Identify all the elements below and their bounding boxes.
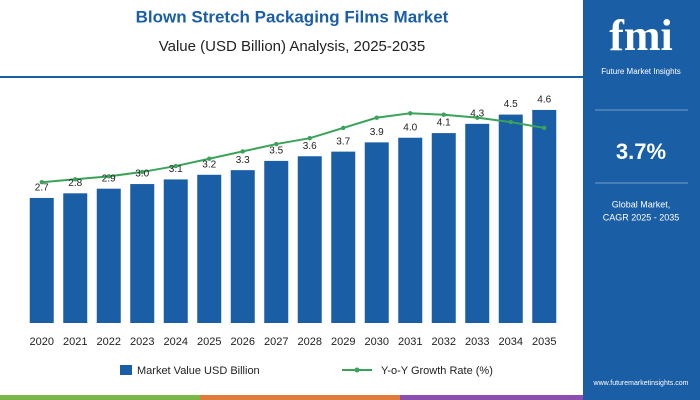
growth-point bbox=[274, 141, 279, 147]
x-tick-label: 2035 bbox=[532, 336, 556, 348]
footer-strip bbox=[400, 395, 583, 400]
bar bbox=[163, 179, 188, 323]
data-label: 4.0 bbox=[403, 122, 417, 133]
side-panel bbox=[583, 0, 700, 400]
brand: Future Market Insights bbox=[601, 67, 681, 76]
bar bbox=[431, 133, 456, 323]
legend-label: Y-o-Y Growth Rate (%) bbox=[381, 365, 493, 377]
x-tick-label: 2031 bbox=[398, 336, 422, 348]
x-tick-label: 2034 bbox=[499, 336, 523, 348]
data-label: 3.0 bbox=[135, 169, 149, 180]
data-label: 4.1 bbox=[437, 118, 451, 129]
growth-point bbox=[408, 111, 413, 116]
data-label: 4.3 bbox=[470, 108, 484, 119]
bar bbox=[532, 109, 557, 324]
footer-strip bbox=[0, 395, 200, 400]
data-label: 3.1 bbox=[169, 164, 183, 175]
website: www.futuremarketinsights.com bbox=[593, 380, 689, 387]
cagr-caption: CAGR 2025 - 2035 bbox=[603, 212, 680, 222]
cagr-value: 3.7% bbox=[616, 139, 666, 164]
x-tick-label: 2028 bbox=[298, 336, 322, 348]
data-label: 4.6 bbox=[537, 95, 551, 106]
x-tick-label: 2029 bbox=[331, 336, 355, 348]
data-label: 2.9 bbox=[102, 173, 116, 184]
bar bbox=[498, 114, 523, 323]
data-label: 3.9 bbox=[370, 127, 384, 138]
data-label: 3.6 bbox=[303, 141, 317, 152]
growth-point bbox=[73, 177, 78, 182]
x-tick-label: 2021 bbox=[63, 336, 87, 348]
data-label: 3.2 bbox=[202, 159, 216, 170]
x-tick-label: 2023 bbox=[130, 336, 154, 348]
data-label: 2.8 bbox=[68, 178, 82, 189]
legend-swatch bbox=[354, 367, 360, 373]
bar bbox=[398, 137, 423, 323]
growth-point bbox=[508, 119, 513, 125]
bar bbox=[364, 142, 389, 323]
bar bbox=[96, 188, 121, 323]
growth-point bbox=[140, 169, 145, 175]
data-label: 3.3 bbox=[236, 155, 250, 166]
growth-point bbox=[106, 174, 111, 179]
growth-point bbox=[374, 115, 379, 120]
bar bbox=[130, 184, 155, 323]
data-label: 2.7 bbox=[35, 183, 49, 194]
bar bbox=[29, 197, 54, 323]
footer-strip bbox=[200, 395, 400, 400]
bar bbox=[197, 174, 222, 323]
logo: fmi bbox=[609, 11, 673, 60]
x-tick-label: 2025 bbox=[197, 336, 221, 348]
x-tick-label: 2022 bbox=[97, 336, 121, 348]
growth-point bbox=[39, 180, 44, 185]
bar bbox=[264, 160, 289, 323]
bar bbox=[465, 123, 490, 323]
legend-swatch bbox=[120, 365, 132, 375]
x-tick-label: 2027 bbox=[264, 336, 288, 348]
chart-title: Blown Stretch Packaging Films Market bbox=[136, 7, 449, 26]
bar bbox=[297, 156, 322, 323]
growth-point bbox=[542, 125, 547, 131]
data-label: 3.5 bbox=[269, 146, 283, 157]
x-tick-label: 2020 bbox=[30, 336, 54, 348]
growth-line bbox=[41, 112, 545, 184]
x-tick-label: 2024 bbox=[164, 336, 188, 348]
legend-label: Market Value USD Billion bbox=[137, 365, 260, 377]
growth-point bbox=[173, 163, 178, 169]
x-tick-label: 2033 bbox=[465, 336, 489, 348]
growth-point bbox=[475, 115, 480, 120]
growth-point bbox=[207, 156, 212, 161]
bar bbox=[63, 193, 88, 323]
cagr-caption: Global Market, bbox=[612, 199, 671, 209]
growth-point bbox=[441, 112, 446, 117]
growth-point bbox=[307, 136, 312, 141]
data-label: 4.5 bbox=[504, 99, 518, 110]
growth-point bbox=[341, 125, 346, 131]
x-tick-label: 2032 bbox=[432, 336, 456, 348]
growth-point bbox=[240, 149, 245, 154]
bar bbox=[331, 151, 356, 323]
bar bbox=[230, 170, 255, 323]
chart-subtitle: Value (USD Billion) Analysis, 2025-2035 bbox=[159, 38, 426, 55]
data-label: 3.7 bbox=[336, 136, 350, 147]
x-tick-label: 2030 bbox=[365, 336, 389, 348]
x-tick-label: 2026 bbox=[231, 336, 255, 348]
